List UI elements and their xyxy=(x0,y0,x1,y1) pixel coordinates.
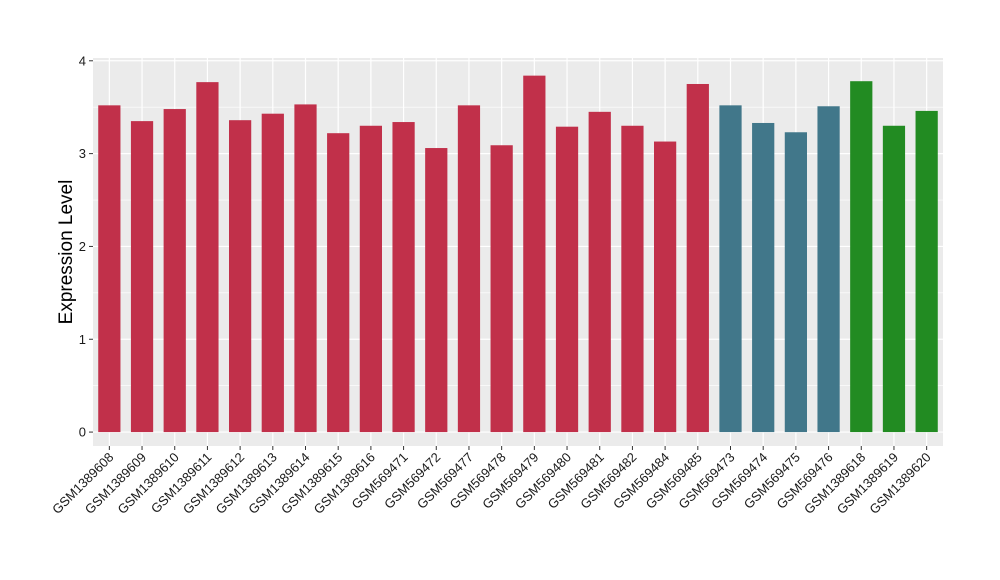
plot-panel xyxy=(93,58,943,446)
bar-GSM569481 xyxy=(588,111,611,433)
bar-GSM569479 xyxy=(523,75,546,433)
bar-GSM1389612 xyxy=(229,120,252,433)
bar-GSM569482 xyxy=(621,125,644,433)
y-axis: 0 1 2 3 4 xyxy=(79,53,93,440)
bar-GSM569475 xyxy=(784,132,807,433)
bar-GSM569476 xyxy=(817,106,840,433)
bar-GSM1389616 xyxy=(359,125,382,433)
bar-GSM1389619 xyxy=(882,125,906,433)
y-tick-label: 3 xyxy=(79,146,86,161)
bar-GSM1389613 xyxy=(261,113,284,433)
y-tick-label: 4 xyxy=(79,53,86,68)
y-axis-title: Expression Level xyxy=(56,180,77,325)
bar-GSM569484 xyxy=(654,141,677,433)
bar-GSM1389620 xyxy=(915,110,938,433)
bar-GSM569471 xyxy=(392,122,415,433)
bar-GSM1389609 xyxy=(130,121,154,433)
bar-GSM569474 xyxy=(752,122,775,433)
bar-GSM1389615 xyxy=(327,133,350,433)
bar-GSM569477 xyxy=(457,105,481,433)
x-axis: GSM1389608GSM1389609GSM1389610GSM1389611… xyxy=(49,446,934,517)
bar-GSM569480 xyxy=(555,126,579,433)
bar-GSM1389614 xyxy=(294,104,317,433)
bar-GSM1389611 xyxy=(196,82,219,433)
y-tick-label: 2 xyxy=(79,239,86,254)
bar-GSM569473 xyxy=(719,105,742,433)
bars xyxy=(98,75,938,433)
bar-GSM1389618 xyxy=(850,81,873,433)
y-tick-label: 0 xyxy=(79,425,86,440)
y-tick-label: 1 xyxy=(79,332,86,347)
bar-GSM1389610 xyxy=(163,109,186,433)
bar-GSM569478 xyxy=(490,145,513,433)
bar-GSM1389608 xyxy=(98,105,121,433)
bar-GSM569485 xyxy=(686,83,709,433)
bar-GSM569472 xyxy=(425,148,448,433)
